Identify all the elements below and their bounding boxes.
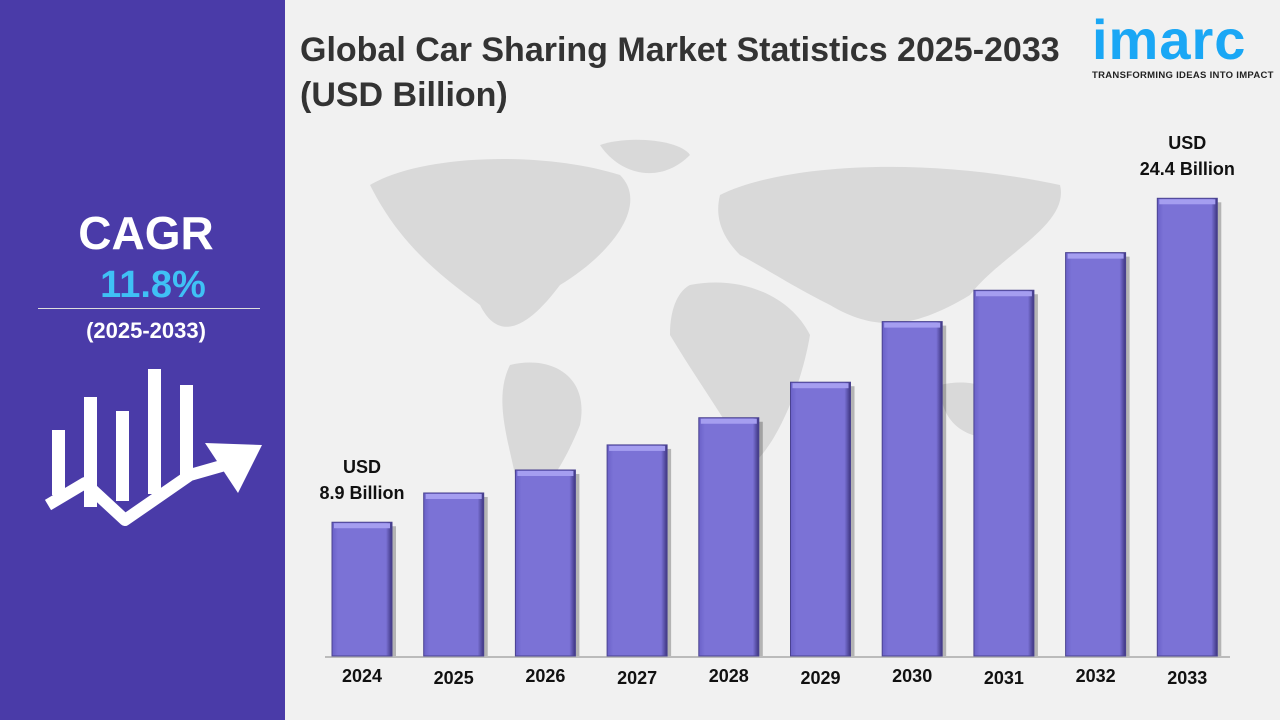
x-tick-label: 2025 [433, 668, 474, 688]
data-label-line1: USD [1168, 133, 1207, 154]
chart-title: Global Car Sharing Market Statistics 202… [300, 31, 1060, 114]
data-label-line2: 24.4 Billion [1139, 159, 1235, 180]
bar-2033 [1156, 197, 1218, 657]
cagr-value: 11.8% [100, 264, 206, 306]
data-label-line1: USD [342, 457, 381, 478]
x-tick-label: 2027 [617, 668, 658, 688]
bar-2027 [606, 444, 668, 657]
bar-2032 [1065, 252, 1127, 657]
logo-text: imarc [1092, 8, 1247, 71]
cagr-label: CAGR [78, 207, 214, 259]
bar-2028 [698, 417, 760, 657]
divider [38, 308, 260, 309]
bar-highlight [700, 418, 757, 424]
x-tick-label: 2031 [983, 668, 1024, 688]
data-label-2024: USD 8.9 Billion [292, 454, 432, 506]
x-tick-label: 2030 [892, 666, 933, 686]
bar-2025 [423, 492, 485, 657]
bar-2031 [973, 289, 1035, 657]
bar-highlight [1159, 199, 1216, 205]
x-tick-label: 2028 [708, 666, 749, 686]
bar-2029 [790, 381, 851, 657]
bar-highlight [884, 322, 941, 328]
cagr-period: (2025-2033) [86, 318, 206, 343]
bar-highlight [425, 493, 482, 499]
bar-highlight [1067, 253, 1124, 259]
data-label-line2: 8.9 Billion [319, 483, 405, 504]
bar-highlight [792, 383, 849, 389]
logo-tagline: TRANSFORMING IDEAS INTO IMPACT [1092, 70, 1274, 81]
growth-chart-icon [44, 369, 262, 526]
bar-highlight [517, 470, 574, 476]
world-map-background [370, 139, 1061, 505]
bar-2030 [881, 321, 943, 657]
bar-highlight [975, 291, 1032, 297]
bar-2024 [331, 521, 393, 657]
imarc-logo: imarc TRANSFORMING IDEAS INTO IMPACT [1092, 8, 1274, 82]
data-label-2033: USD 24.4 Billion [1117, 130, 1257, 182]
x-tick-label: 2032 [1075, 666, 1116, 686]
bar-highlight [334, 523, 390, 529]
x-tick-label: 2033 [1167, 668, 1208, 688]
bar-2026 [514, 469, 576, 657]
bar-highlight [609, 445, 666, 451]
x-tick-label: 2026 [525, 666, 566, 686]
x-tick-label: 2029 [800, 668, 841, 688]
cagr-panel: CAGR 11.8% (2025-2033) [0, 0, 285, 720]
x-tick-label: 2024 [341, 666, 383, 686]
